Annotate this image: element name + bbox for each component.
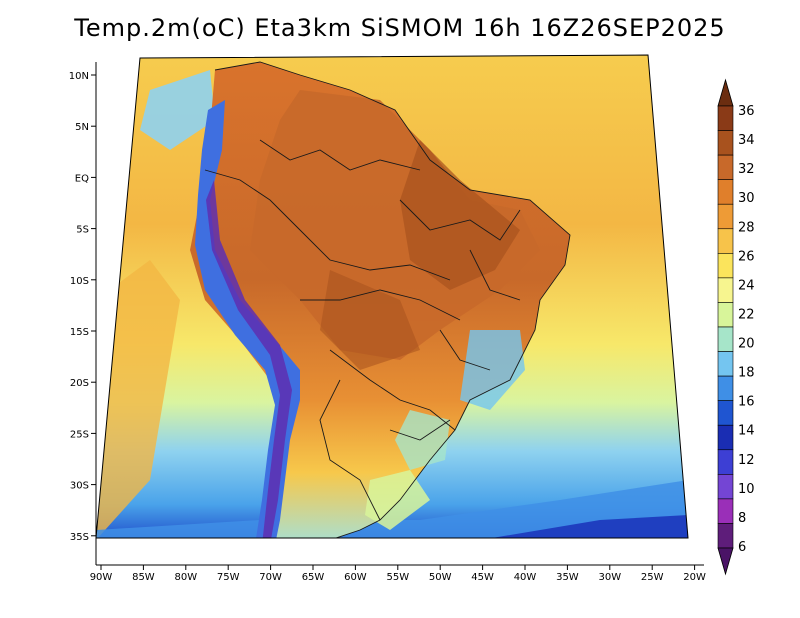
lat-tick-label: 5S bbox=[76, 225, 89, 236]
colorbar-swatch bbox=[717, 326, 734, 352]
lon-tick-label: 85W bbox=[132, 572, 155, 583]
colorbar-swatch bbox=[717, 523, 734, 549]
map-axes bbox=[95, 62, 704, 566]
lon-tick-label: 80W bbox=[174, 572, 197, 583]
colorbar-label: 18 bbox=[738, 366, 755, 381]
colorbar-swatch bbox=[717, 253, 734, 279]
colorbar-label: 34 bbox=[738, 133, 755, 148]
lat-tick-label: 20S bbox=[70, 378, 89, 389]
longitude-axis: 90W 85W 80W 75W 70W 65W 60W 55W 50W 45W 40W 35W 30W 2… bbox=[90, 565, 706, 583]
colorbar-swatch bbox=[717, 375, 734, 401]
political-borders bbox=[204, 61, 571, 538]
colorbar-label: 20 bbox=[738, 337, 755, 352]
lon-tick-label: 55W bbox=[386, 572, 409, 583]
colorbar-swatch bbox=[717, 179, 734, 205]
latitude-axis: 10N 5N EQ 5S 10S 15S 20S 25S 30S 35S bbox=[69, 71, 96, 543]
lon-tick-label: 25W bbox=[641, 572, 664, 583]
colorbar-top-arrow bbox=[717, 78, 734, 107]
colorbar-swatch bbox=[717, 277, 734, 303]
colorbar-swatch bbox=[717, 154, 734, 180]
lon-tick-label: 30W bbox=[598, 572, 621, 583]
colorbar-label: 22 bbox=[738, 307, 755, 322]
colorbar-label: 10 bbox=[738, 482, 755, 497]
lon-tick-label: 60W bbox=[344, 572, 367, 583]
colorbar-label: 24 bbox=[738, 278, 755, 293]
colorbar-swatch bbox=[717, 105, 734, 131]
lon-tick-label: 75W bbox=[217, 572, 240, 583]
lat-tick-label: 15S bbox=[70, 327, 89, 338]
colorbar-swatch bbox=[717, 498, 734, 524]
lon-tick-label: 70W bbox=[259, 572, 282, 583]
colorbar-bottom-arrow bbox=[717, 547, 734, 576]
lon-tick-label: 40W bbox=[514, 572, 537, 583]
lon-tick-label: 45W bbox=[471, 572, 494, 583]
lat-tick-label: 5N bbox=[75, 122, 89, 133]
colorbar-swatch bbox=[717, 449, 734, 475]
colorbar-label: 28 bbox=[738, 220, 755, 235]
colorbar-label: 30 bbox=[738, 191, 755, 206]
colorbar-label: 14 bbox=[738, 424, 755, 439]
colorbar-swatch bbox=[717, 130, 734, 156]
lat-tick-label: EQ bbox=[75, 173, 89, 184]
temperature-field bbox=[96, 55, 688, 538]
colorbar-swatch bbox=[717, 302, 734, 328]
lon-tick-label: 35W bbox=[556, 572, 579, 583]
colorbar-label: 12 bbox=[738, 453, 755, 468]
lon-tick-label: 50W bbox=[429, 572, 452, 583]
colorbar-swatch bbox=[717, 424, 734, 451]
lat-tick-label: 10N bbox=[69, 71, 89, 82]
colorbar-label: 26 bbox=[738, 249, 755, 264]
lat-tick-label: 25S bbox=[70, 429, 89, 440]
lon-tick-label: 65W bbox=[302, 572, 325, 583]
lat-tick-label: 30S bbox=[70, 481, 89, 492]
colorbar-label: 16 bbox=[738, 395, 755, 410]
colorbar-label: 6 bbox=[738, 540, 746, 555]
colorbar: 36 34 32 30 28 26 24 22 20 18 16 14 12 10 8 6 bbox=[717, 78, 755, 576]
colorbar-swatch bbox=[717, 351, 734, 377]
colorbar-swatch bbox=[717, 203, 734, 230]
colorbar-label: 8 bbox=[738, 511, 746, 526]
lat-tick-label: 10S bbox=[70, 276, 89, 287]
lat-tick-label: 35S bbox=[70, 532, 89, 543]
colorbar-swatch bbox=[717, 400, 734, 426]
colorbar-swatch bbox=[717, 474, 734, 500]
colorbar-swatch bbox=[717, 228, 734, 254]
lon-tick-label: 90W bbox=[90, 572, 113, 583]
colorbar-label: 32 bbox=[738, 162, 755, 177]
lon-tick-label: 20W bbox=[683, 572, 706, 583]
map-title: Temp.2m(oC) Eta3km SiSMOM 16h 16Z26SEP20… bbox=[74, 14, 726, 42]
colorbar-label: 36 bbox=[738, 104, 755, 119]
map-frame bbox=[95, 54, 689, 539]
